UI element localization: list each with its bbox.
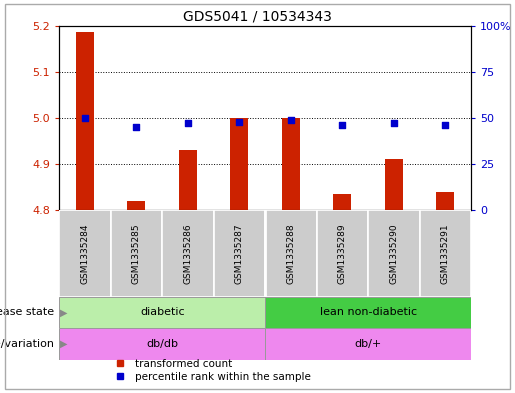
Text: ▶: ▶: [60, 307, 68, 318]
Text: db/+: db/+: [355, 339, 382, 349]
Bar: [368, 210, 420, 297]
Point: [338, 122, 347, 129]
Bar: [59, 297, 265, 328]
Point: [287, 117, 295, 123]
Bar: [436, 192, 454, 210]
Text: genotype/variation: genotype/variation: [0, 339, 54, 349]
Point: [132, 124, 141, 130]
Text: GSM1335290: GSM1335290: [389, 223, 399, 284]
Point: [81, 115, 89, 121]
Text: lean non-diabetic: lean non-diabetic: [320, 307, 417, 318]
Legend: transformed count, percentile rank within the sample: transformed count, percentile rank withi…: [106, 354, 315, 386]
Bar: [76, 33, 94, 210]
Bar: [265, 328, 471, 360]
Text: ▶: ▶: [60, 339, 68, 349]
Bar: [179, 150, 197, 210]
Text: GSM1335288: GSM1335288: [286, 223, 296, 284]
Text: GSM1335289: GSM1335289: [338, 223, 347, 284]
Point: [184, 120, 192, 127]
Text: db/db: db/db: [146, 339, 178, 349]
Text: GDS5041 / 10534343: GDS5041 / 10534343: [183, 10, 332, 24]
Bar: [111, 210, 162, 297]
Text: GSM1335287: GSM1335287: [235, 223, 244, 284]
Bar: [59, 328, 265, 360]
Bar: [231, 118, 248, 210]
Text: diabetic: diabetic: [140, 307, 184, 318]
Text: GSM1335285: GSM1335285: [132, 223, 141, 284]
Bar: [265, 297, 471, 328]
Text: GSM1335284: GSM1335284: [80, 223, 90, 284]
Bar: [334, 194, 351, 210]
Bar: [59, 210, 111, 297]
Text: GSM1335291: GSM1335291: [441, 223, 450, 284]
Point: [441, 122, 450, 129]
Bar: [282, 118, 300, 210]
Point: [390, 120, 398, 127]
Text: GSM1335286: GSM1335286: [183, 223, 193, 284]
Point: [235, 118, 244, 125]
Bar: [385, 160, 403, 210]
Bar: [317, 210, 368, 297]
Bar: [214, 210, 265, 297]
Bar: [162, 210, 214, 297]
Bar: [265, 210, 317, 297]
Bar: [127, 201, 145, 210]
Bar: [420, 210, 471, 297]
Text: disease state: disease state: [0, 307, 54, 318]
